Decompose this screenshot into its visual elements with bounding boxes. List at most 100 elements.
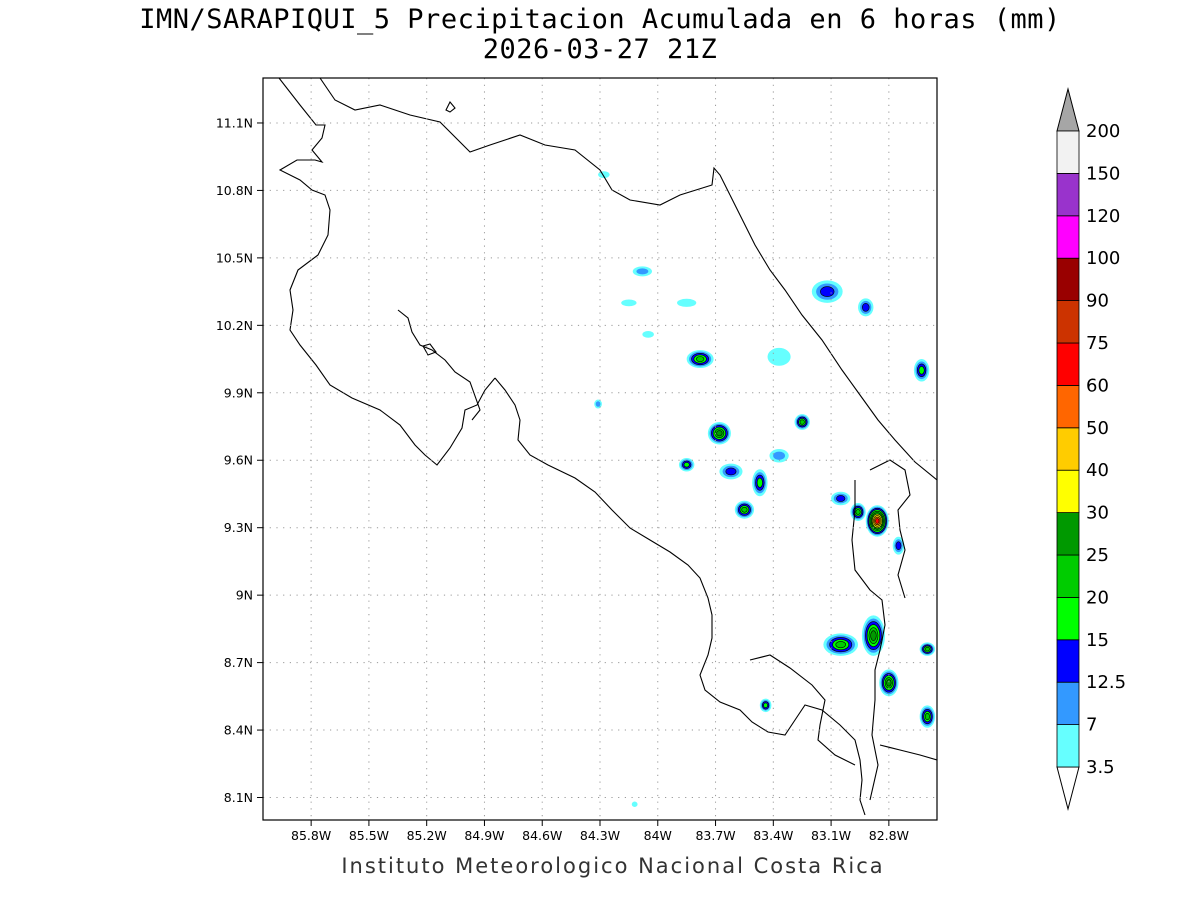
precip-cell [734,500,755,519]
colorbar-swatch [1056,257,1080,302]
precip-cell [719,463,743,480]
northern-border-line [319,78,731,206]
precip-cell [598,171,610,179]
caribbean-coast-line [729,194,937,481]
lon-tick-label: 82.8W [869,828,909,843]
map-title: IMN/SARAPIQUI_5 Precipitacion Acumulada … [139,4,1061,35]
graticule-grid [263,78,937,820]
precip-cell [858,298,874,317]
precip-contour [695,356,705,362]
precip-cell [677,298,697,307]
precip-cell [794,414,810,430]
precip-contour [862,303,870,312]
colorbar-swatch [1056,384,1080,429]
colorbar-swatch [1056,724,1080,768]
osa-peninsula-line [749,654,856,766]
colorbar-over-arrow [1056,87,1080,132]
colorbar-level-label: 12.5 [1086,672,1126,693]
precip-contour [716,430,723,437]
precip-contour [924,713,930,721]
lon-tick-label: 84.9W [464,828,504,843]
precip-contour [924,646,930,652]
lat-tick-label: 8.1N [224,790,253,805]
bocas-border-line [869,459,911,599]
colorbar-swatch [1056,427,1080,471]
precip-contour [895,541,902,550]
lat-tick-label: 9.3N [224,520,253,535]
precip-cell [865,505,889,537]
precip-contour [598,171,610,179]
precip-contour [799,419,805,425]
precip-contour [683,462,690,468]
precip-cell [861,615,886,656]
precip-cell [632,266,652,277]
precip-contour [756,477,763,488]
precip-contour [642,330,654,338]
colorbar-under-arrow [1056,766,1080,811]
ometepe-island-line [445,101,456,113]
colorbar-swatch [1056,512,1080,556]
colorbar-swatch [1056,681,1080,726]
precip-contour [835,641,846,649]
colorbar-level-label: 30 [1086,503,1109,524]
colorbar-level-label: 15 [1086,630,1109,651]
precip-contour [820,286,835,297]
map-valid-time: 2026-03-27 21Z [482,34,718,65]
lat-tick-label: 8.7N [224,655,253,670]
colorbar-level-label: 90 [1086,291,1109,312]
axis-ticks: 85.8W 85.5W 85.2W 84.9W 84.6W 84.3W 84W 83.7W 83… [216,115,909,843]
precip-cell [642,330,654,338]
lat-tick-label: 9.9N [224,385,253,400]
nicoya-island-line [422,343,437,356]
lat-tick-label: 11.1N [216,115,253,130]
precip-contour [773,451,786,460]
colorbar-level-label: 100 [1086,248,1120,269]
precip-cell [811,280,843,303]
colorbar-swatch [1056,469,1080,514]
colorbar-level-label: 50 [1086,418,1109,439]
colorbar-swatch [1056,172,1080,217]
colorbar-legend: 3.5 7 12.5 15 20 25 30 40 50 60 75 90 100 120 150 200 [1056,87,1126,811]
precip-cell [919,642,936,656]
lat-tick-label: 10.8N [216,183,253,198]
precip-contour [836,495,846,502]
lon-tick-label: 83.1W [811,828,851,843]
lon-tick-label: 84.6W [522,828,562,843]
colorbar-level-label: 40 [1086,460,1109,481]
colorbar-swatch [1056,342,1080,386]
precip-contour [621,299,637,307]
lon-tick-label: 85.5W [349,828,389,843]
precip-contour [636,268,649,275]
precip-contour [677,298,697,307]
lat-tick-label: 10.5N [216,250,253,265]
precip-contour [631,801,638,807]
precipitation-field [594,171,936,807]
precip-contour [741,506,748,513]
pacific-coast-line [494,377,866,816]
lon-tick-label: 84W [644,828,672,843]
precip-cell [707,422,731,445]
precip-cell [759,698,772,713]
colorbar-level-label: 7 [1086,715,1097,736]
precip-cell [621,299,637,307]
precip-contour [725,467,737,476]
lat-tick-label: 10.2N [216,318,253,333]
colorbar-level-label: 200 [1086,121,1120,142]
precip-cell [850,502,866,521]
lon-tick-label: 83.7W [695,828,735,843]
precip-cell [879,669,899,697]
precip-cell [831,491,851,506]
precip-cell [631,801,638,807]
colorbar-swatch [1056,215,1080,259]
nicaragua-coast-line [278,78,496,466]
lon-tick-label: 85.2W [407,828,447,843]
precip-cell [678,457,695,472]
precip-contour [918,366,925,375]
colorbar-swatch [1056,597,1080,641]
lon-tick-label: 85.8W [291,828,331,843]
colorbar-swatch [1056,639,1080,683]
precip-cell [919,705,936,728]
colorbar-level-label: 20 [1086,587,1109,608]
colorbar-swatch [1056,130,1080,174]
